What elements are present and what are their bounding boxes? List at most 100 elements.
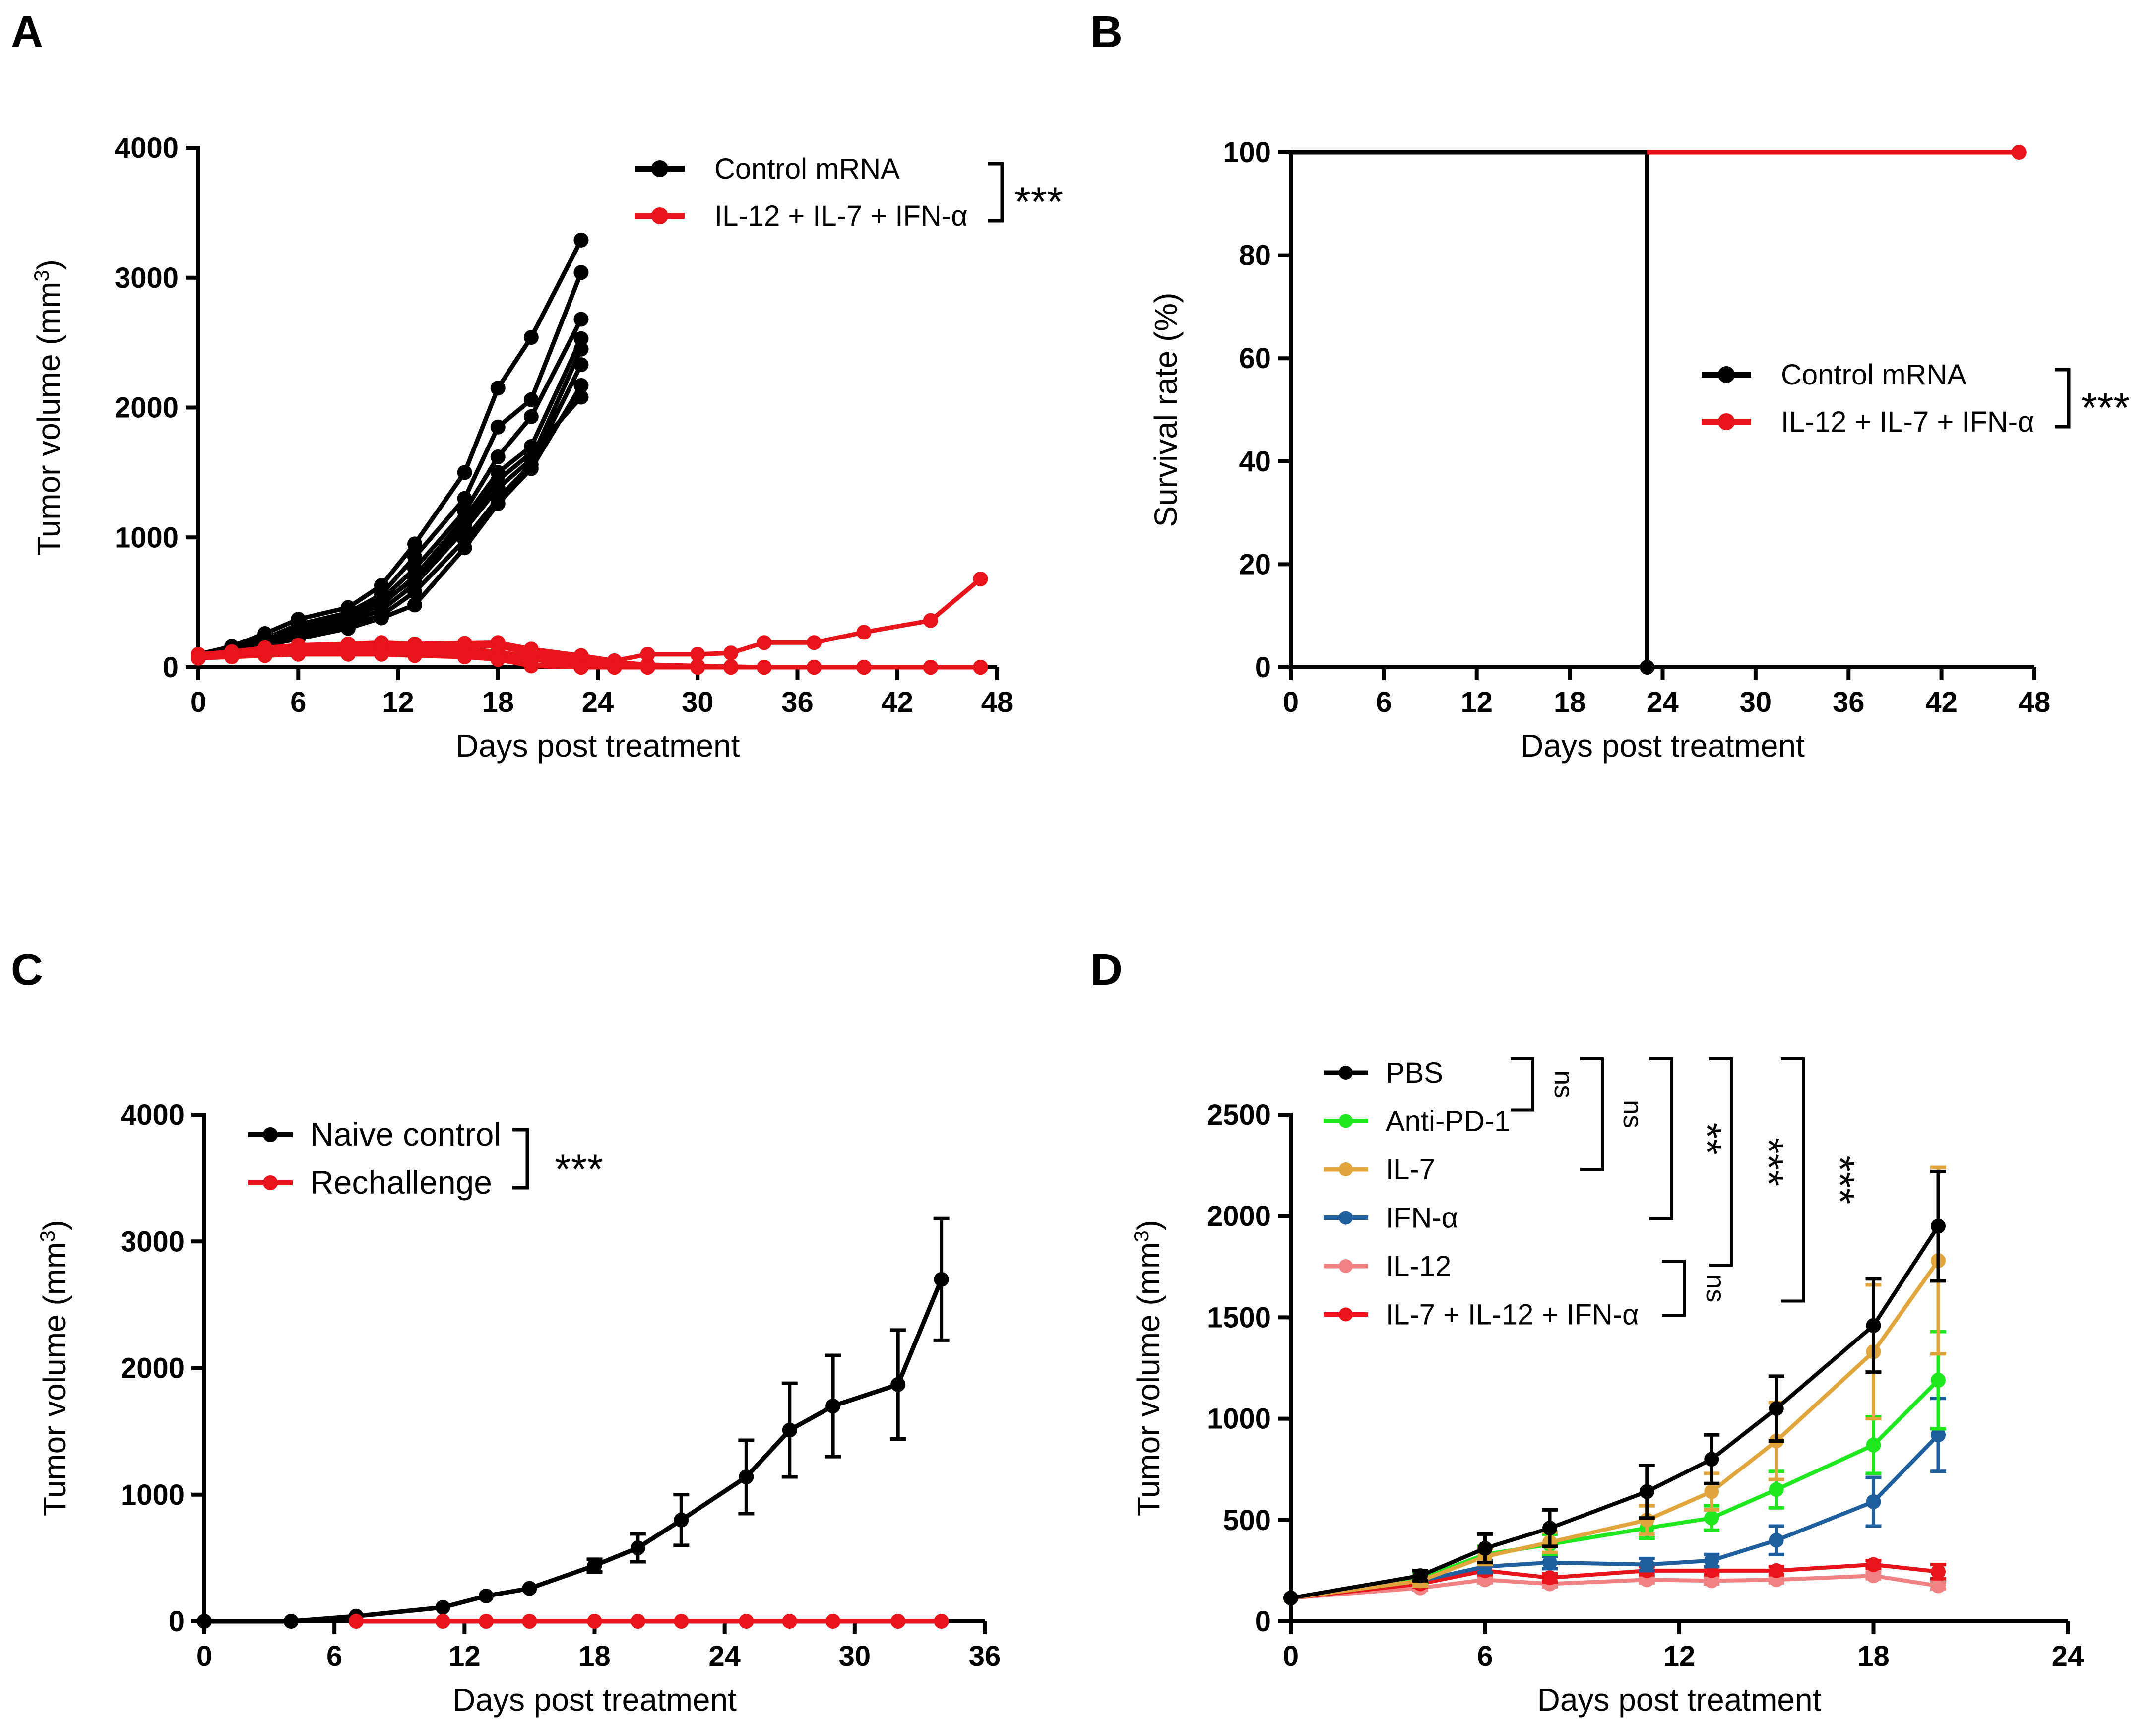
y-tick-label: 3000: [121, 1225, 185, 1258]
data-point: [630, 1614, 645, 1629]
data-point: [630, 1540, 645, 1555]
data-point: [640, 660, 655, 675]
y-tick-label: 2000: [115, 392, 179, 424]
data-point: [723, 645, 739, 661]
y-axis-label: Tumor volume (mm3): [30, 259, 66, 556]
data-point: [856, 625, 872, 640]
y-tick-label: 2000: [1207, 1200, 1271, 1232]
data-point: [1866, 1437, 1881, 1453]
y-axis-label-suffix: ): [31, 259, 66, 270]
legend-label: Rechallenge: [310, 1164, 492, 1201]
data-point: [457, 517, 472, 532]
data-point: [523, 658, 539, 674]
data-point: [435, 1599, 450, 1615]
data-point: [739, 1469, 754, 1485]
data-point: [807, 660, 822, 675]
series: [191, 646, 988, 675]
x-tick-label: 18: [578, 1640, 611, 1672]
data-point: [490, 496, 506, 511]
data-point: [490, 449, 506, 464]
data-point: [374, 610, 389, 626]
data-point: [407, 584, 423, 600]
x-tick-label: 18: [482, 686, 514, 718]
legend-label: Anti-PD-1: [1386, 1105, 1510, 1138]
legend-swatch-marker: [1339, 1114, 1353, 1128]
data-point: [573, 232, 589, 248]
comparison-bracket: [1709, 1057, 1733, 1267]
significance-label: ***: [2081, 384, 2130, 431]
y-axis-label-text: Tumor volume (mm: [37, 1242, 72, 1516]
x-axis-label: Days post treatment: [452, 1682, 737, 1718]
data-point: [782, 1422, 797, 1438]
legend: PBS Anti-PD-1 IL-7 IFN-α IL-12 IL-7 + IL-12 +…: [1324, 1057, 1863, 1331]
x-tick-label: 6: [1376, 686, 1392, 718]
data-point: [407, 549, 423, 565]
x-tick-label: 36: [969, 1640, 1001, 1672]
data-point: [457, 465, 472, 480]
data-point: [1866, 1494, 1881, 1510]
data-point: [291, 621, 306, 636]
x-tick-label: 24: [708, 1640, 741, 1672]
data-point: [690, 646, 705, 662]
data-point: [224, 649, 240, 665]
data-point: [457, 540, 472, 556]
legend-swatch-marker: [1339, 1307, 1353, 1322]
y-axis-label-text: Survival rate (%): [1148, 293, 1184, 527]
x-tick-label: 30: [839, 1640, 871, 1672]
series: [1291, 150, 1655, 675]
data-point: [973, 572, 988, 587]
y-tick-label: 0: [1255, 651, 1271, 684]
significance-label: ***: [555, 1146, 603, 1193]
panel-letter: A: [11, 7, 43, 57]
data-point: [573, 389, 589, 405]
x-tick-label: 24: [2052, 1640, 2084, 1672]
data-point: [1704, 1452, 1719, 1467]
legend-swatch-marker: [263, 1175, 278, 1190]
x-tick-label: 48: [981, 686, 1014, 718]
comparison-label: ns: [1701, 1274, 1730, 1302]
data-point: [1639, 1557, 1654, 1572]
data-point: [523, 446, 539, 461]
y-tick-label: 1000: [1207, 1403, 1271, 1435]
significance-bracket: [2055, 368, 2071, 429]
x-tick-label: 0: [1283, 686, 1299, 718]
y-axis-label-suffix: ): [37, 1220, 72, 1230]
comparison-label: ***: [1817, 1155, 1863, 1204]
significance-label: ***: [1015, 179, 1063, 225]
y-tick-label: 3000: [115, 262, 179, 294]
data-point: [607, 660, 622, 675]
legend-swatch-marker: [651, 160, 668, 177]
x-tick-label: 12: [1663, 1640, 1696, 1672]
x-tick-label: 0: [1283, 1640, 1299, 1672]
data-point: [407, 648, 423, 663]
panel-b: B 0 6 12 18 24 30 36 42 48 0 20 40 60 80 100 Days post t…: [1090, 7, 2130, 764]
x-tick-label: 18: [1857, 1640, 1890, 1672]
x-tick-label: 12: [448, 1640, 481, 1672]
data-point: [825, 1614, 841, 1629]
data-point: [523, 392, 539, 407]
data-point: [587, 1614, 602, 1629]
series: [1283, 1165, 1946, 1606]
data-point: [257, 648, 273, 663]
legend-label: IFN-α: [1386, 1202, 1458, 1234]
y-axis-label-sup: 3: [1130, 1230, 1153, 1242]
data-point: [374, 646, 389, 662]
data-point: [1866, 1318, 1881, 1333]
y-tick-label: 100: [1223, 136, 1271, 169]
comparison-label: ns: [1549, 1070, 1579, 1098]
data-point: [523, 330, 539, 345]
comparison-bracket: [1781, 1057, 1805, 1303]
x-axis-label: Days post treatment: [1521, 728, 1805, 764]
panel-a: A 0 6 12 18 24 30 36 42 48 0 1000 2000 3000 4000 Days p…: [11, 7, 1063, 764]
legend-label: Control mRNA: [1781, 359, 1966, 391]
data-point: [573, 341, 589, 357]
data-point: [1931, 1564, 1946, 1579]
panel-letter: D: [1090, 945, 1123, 995]
data-point: [407, 597, 423, 613]
data-point: [1477, 1540, 1493, 1556]
data-point: [1542, 1570, 1557, 1586]
legend: Control mRNA IL-12 + IL-7 + IFN-α ***: [1702, 359, 2130, 438]
x-axis-label: Days post treatment: [1537, 1682, 1822, 1718]
y-tick-label: 80: [1239, 240, 1271, 272]
